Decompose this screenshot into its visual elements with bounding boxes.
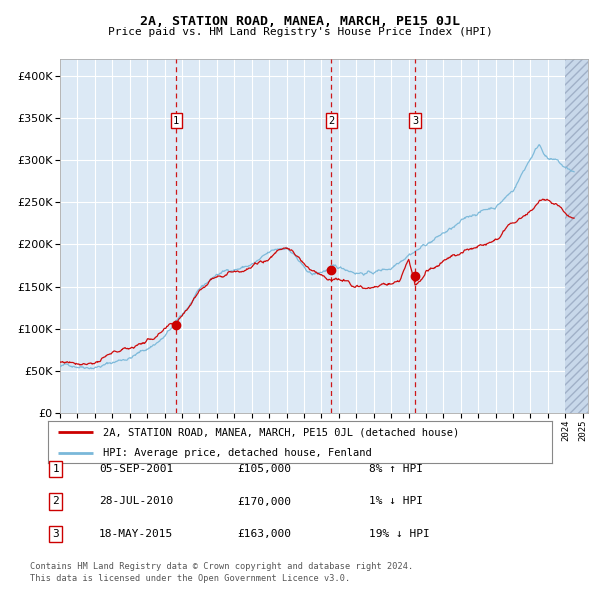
Text: 1: 1 (52, 464, 59, 474)
Text: Contains HM Land Registry data © Crown copyright and database right 2024.: Contains HM Land Registry data © Crown c… (30, 562, 413, 571)
Text: 8% ↑ HPI: 8% ↑ HPI (369, 464, 423, 474)
Text: £105,000: £105,000 (237, 464, 291, 474)
Text: 2: 2 (52, 497, 59, 506)
Text: 3: 3 (412, 116, 418, 126)
Text: 2: 2 (328, 116, 334, 126)
Text: 19% ↓ HPI: 19% ↓ HPI (369, 529, 430, 539)
Bar (565, 59, 588, 413)
Text: £170,000: £170,000 (237, 497, 291, 506)
Text: This data is licensed under the Open Government Licence v3.0.: This data is licensed under the Open Gov… (30, 574, 350, 583)
Text: 1% ↓ HPI: 1% ↓ HPI (369, 497, 423, 506)
Text: £163,000: £163,000 (237, 529, 291, 539)
Text: 3: 3 (52, 529, 59, 539)
Text: 2A, STATION ROAD, MANEA, MARCH, PE15 0JL: 2A, STATION ROAD, MANEA, MARCH, PE15 0JL (140, 15, 460, 28)
Text: 2A, STATION ROAD, MANEA, MARCH, PE15 0JL (detached house): 2A, STATION ROAD, MANEA, MARCH, PE15 0JL… (103, 427, 460, 437)
Text: Price paid vs. HM Land Registry's House Price Index (HPI): Price paid vs. HM Land Registry's House … (107, 27, 493, 37)
Text: 1: 1 (173, 116, 179, 126)
Text: 05-SEP-2001: 05-SEP-2001 (99, 464, 173, 474)
Text: HPI: Average price, detached house, Fenland: HPI: Average price, detached house, Fenl… (103, 448, 372, 457)
Text: 18-MAY-2015: 18-MAY-2015 (99, 529, 173, 539)
Text: 28-JUL-2010: 28-JUL-2010 (99, 497, 173, 506)
